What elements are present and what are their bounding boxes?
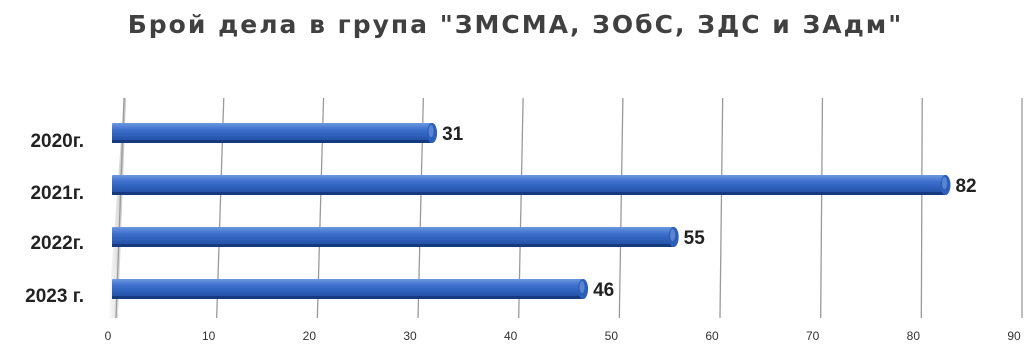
gridline-60 bbox=[719, 97, 724, 319]
gridline-80 bbox=[920, 97, 923, 319]
bar-end-highlight bbox=[670, 229, 676, 241]
x-tick-label: 0 bbox=[105, 329, 112, 343]
bar-shadow bbox=[112, 244, 674, 247]
gridline-50 bbox=[618, 97, 624, 319]
x-tick-label: 60 bbox=[705, 329, 719, 343]
bar bbox=[112, 227, 674, 247]
category-label: 2021г. bbox=[30, 183, 84, 204]
x-tick-label: 80 bbox=[907, 329, 921, 343]
data-label: 55 bbox=[684, 228, 706, 249]
x-tick-label: 10 bbox=[202, 329, 216, 343]
bar-shadow bbox=[112, 192, 946, 195]
category-label: 2022г. bbox=[30, 233, 84, 254]
x-tick-label: 90 bbox=[1007, 329, 1021, 343]
bar-layer bbox=[112, 123, 951, 299]
data-label: 82 bbox=[955, 176, 976, 197]
x-tick-label: 50 bbox=[605, 329, 619, 343]
bar bbox=[112, 175, 946, 195]
x-tick-label: 70 bbox=[806, 329, 820, 343]
bar-end-highlight bbox=[579, 281, 585, 293]
chart-title: Брой дела в група "ЗМСМА, ЗОбС, ЗДС и ЗА… bbox=[127, 10, 904, 39]
bar bbox=[112, 123, 433, 143]
data-label: 31 bbox=[442, 124, 464, 145]
bar-end-highlight bbox=[941, 177, 947, 189]
x-tick-label: 20 bbox=[303, 329, 317, 343]
label-layer: 0 10 20 30 40 50 60 70 80 90 31 2020г. 82 2021г. 55 202… bbox=[25, 124, 1021, 343]
bar bbox=[112, 279, 584, 299]
gridline-70 bbox=[820, 97, 824, 319]
bar-end-highlight bbox=[428, 125, 434, 137]
data-label: 46 bbox=[593, 280, 614, 301]
category-label: 2020г. bbox=[30, 131, 84, 152]
x-tick-label: 30 bbox=[403, 329, 417, 343]
category-label: 2023 г. bbox=[25, 286, 84, 307]
bar-shadow bbox=[112, 140, 433, 143]
bar-shadow bbox=[112, 296, 584, 299]
x-tick-label: 40 bbox=[504, 329, 518, 343]
